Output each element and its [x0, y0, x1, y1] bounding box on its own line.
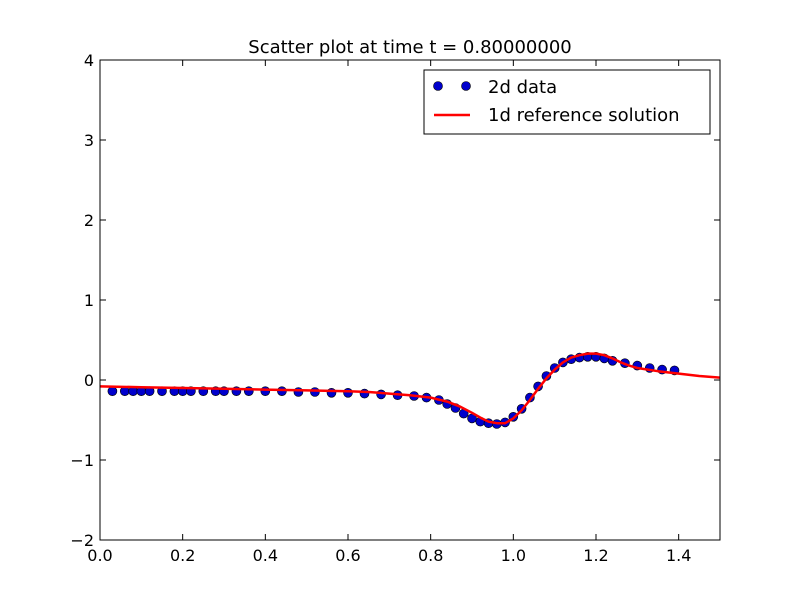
scatter-point [359, 388, 370, 399]
y-tick-label: −2 [70, 531, 94, 550]
scatter-point [541, 371, 552, 381]
y-tick-label: 4 [84, 51, 94, 70]
legend-box [423, 69, 711, 135]
x-tick-label: 0.6 [335, 546, 360, 565]
reference-line [100, 352, 720, 425]
y-tick-label: 2 [84, 211, 94, 230]
scatter-point [310, 387, 320, 397]
x-tick-label: 0.0 [87, 546, 112, 565]
legend-label-2d-data: 2d data [488, 77, 557, 98]
y-tick-label: 0 [84, 371, 94, 390]
y-tick-label: −1 [70, 451, 94, 470]
x-tick-label: 0.4 [253, 546, 278, 565]
y-tick-label: 3 [84, 131, 94, 150]
scatter-point [293, 387, 304, 397]
chart-title: Scatter plot at time t = 0.80000000 [248, 37, 571, 58]
legend-marker-2d-data [461, 81, 471, 91]
ticks: 0.0 0.2 0.4 0.6 0.8 1.0 1.2 1.4 −2 −1 0 1 2 3 4 [70, 51, 720, 565]
y-tick-label: 1 [84, 291, 94, 310]
plot-area [100, 351, 720, 429]
x-tick-label: 1.0 [501, 546, 526, 565]
scatter-point [343, 387, 353, 398]
legend: 2d data 1d reference solution [423, 69, 711, 135]
x-tick-label: 1.2 [583, 546, 608, 565]
scatter-point [107, 386, 118, 397]
x-tick-label: 0.8 [418, 546, 443, 565]
scatter-point [260, 386, 271, 397]
x-tick-label: 1.4 [666, 546, 691, 565]
legend-marker-2d-data [433, 81, 443, 91]
legend-label-reference: 1d reference solution [488, 105, 680, 126]
x-tick-label: 0.2 [170, 546, 195, 565]
